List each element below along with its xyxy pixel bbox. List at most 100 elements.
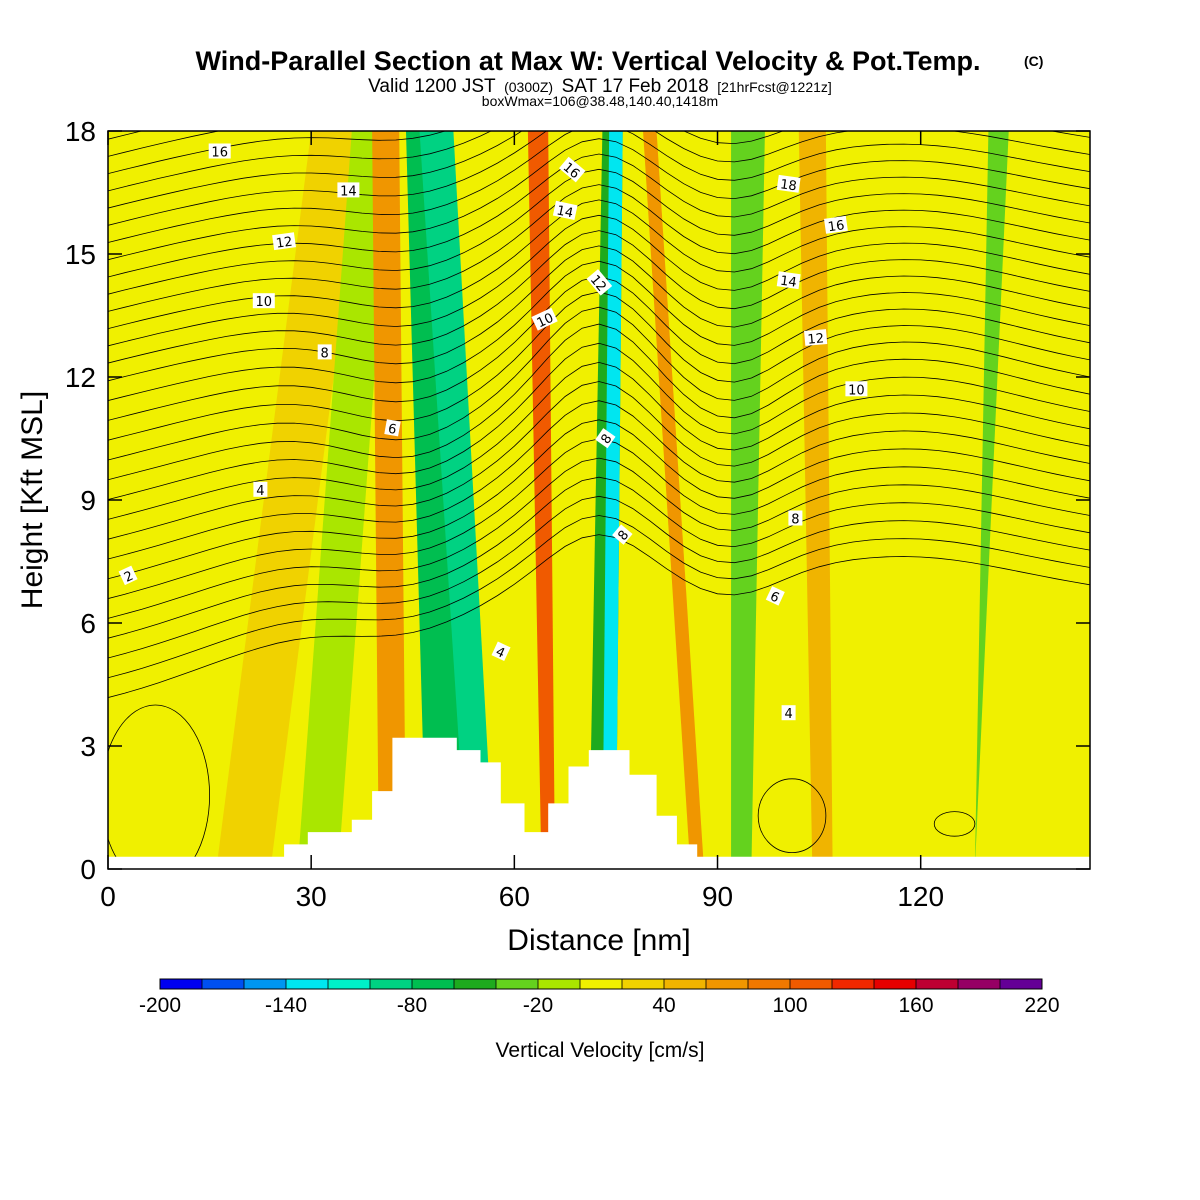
- x-tick-label: 90: [702, 881, 733, 912]
- colorbar-swatch: [370, 979, 413, 989]
- contour-label-6: 4: [253, 481, 268, 499]
- isentrope-9: [108, 361, 1090, 520]
- chart-subtitle: Valid 1200 JST (0300Z) SAT 17 Feb 2018 […: [368, 76, 832, 97]
- colorbar-swatch: [454, 979, 497, 989]
- isentrope-0: [108, 534, 1090, 698]
- isentrope-20: [108, 184, 1090, 312]
- isentrope-28: [108, 131, 447, 174]
- contour-label-15: 18: [776, 174, 801, 194]
- isentrope-21: [108, 168, 1090, 295]
- isentrope-3: [108, 476, 1090, 639]
- velocity-band-0: [108, 131, 271, 869]
- plot-area: [108, 0, 1090, 869]
- colorbar-label: Vertical Velocity [cm/s]: [496, 1039, 705, 1062]
- terrain: [108, 737, 1090, 869]
- isentrope-26: [108, 131, 1090, 209]
- x-axis-label: Distance [nm]: [507, 924, 690, 957]
- subtitle-date: SAT 17 Feb 2018: [562, 76, 709, 97]
- colorbar-swatch: [412, 979, 455, 989]
- svg-text:8: 8: [791, 513, 799, 528]
- colorbar-swatch: [622, 979, 665, 989]
- contour-label-5: 6: [384, 419, 401, 438]
- isentrope-36: [108, 0, 1090, 36]
- y-tick-label: 18: [65, 116, 96, 147]
- colorbar-swatch: [580, 979, 623, 989]
- svg-text:14: 14: [555, 203, 574, 221]
- y-tick-label: 9: [80, 485, 96, 516]
- colorbar-swatch: [328, 979, 371, 989]
- isentrope-2: [108, 495, 1090, 659]
- colorbar-tick-label: -80: [397, 994, 427, 1017]
- colorbar-tick-label: -140: [265, 994, 307, 1017]
- isentrope-27: [108, 131, 492, 192]
- colorbar-swatch: [748, 979, 791, 989]
- colorbar-tick-label: -20: [523, 994, 553, 1017]
- colorbar-swatch: [244, 979, 287, 989]
- isentrope-12: [108, 306, 1090, 461]
- colorbar-swatch: [286, 979, 329, 989]
- subtitle-valid: Valid 1200 JST: [368, 76, 496, 97]
- colorbar-swatch: [664, 979, 707, 989]
- colorbar: -200 -140 -80 -20 40 100 160 220: [139, 978, 1060, 1017]
- isentrope-37: [108, 0, 1090, 19]
- isentrope-25: [108, 131, 1090, 226]
- subtitle-forecast: [21hrFcst@1221z]: [717, 79, 832, 95]
- svg-text:6: 6: [387, 422, 398, 438]
- isentrope-7: [108, 400, 1090, 560]
- colorbar-tick-label: 220: [1024, 994, 1059, 1017]
- velocity-band-10: [731, 131, 765, 869]
- isentrope-16: [108, 245, 1090, 382]
- subtitle-zulu: (0300Z): [504, 79, 553, 95]
- isentrope-15: [108, 260, 1090, 401]
- colorbar-swatch: [958, 979, 1001, 989]
- contour-label-12: 8: [595, 428, 616, 449]
- svg-text:10: 10: [256, 295, 273, 310]
- contour-label-16: 16: [823, 215, 848, 235]
- x-tick-label: 60: [499, 881, 530, 912]
- velocity-band-1: [216, 131, 366, 869]
- x-tick-label: 0: [100, 881, 116, 912]
- isentrope-8: [108, 381, 1090, 540]
- isentrope-1: [108, 515, 1090, 679]
- y-tick-label: 3: [80, 731, 96, 762]
- velocity-band-8: [602, 131, 623, 869]
- closed-contour-0: [108, 704, 210, 869]
- isentrope-4: [108, 457, 1090, 619]
- svg-text:18: 18: [779, 177, 797, 194]
- isentrope-17: [108, 230, 1090, 364]
- colorbar-swatch: [1000, 979, 1043, 989]
- contour-label-7: 2: [118, 565, 138, 586]
- isentrope-18: [108, 214, 1090, 347]
- chart-title: Wind-Parallel Section at Max W: Vertical…: [196, 46, 981, 76]
- colorbar-swatch: [538, 979, 581, 989]
- contour-label-3: 10: [252, 293, 275, 310]
- velocity-band-4: [405, 131, 467, 869]
- y-tick-label: 15: [65, 239, 96, 270]
- colorbar-swatch: [496, 979, 539, 989]
- isentrope-23: [108, 138, 1090, 261]
- svg-text:16: 16: [827, 218, 845, 235]
- velocity-band-3: [372, 131, 406, 869]
- colorbar-tick-label: 100: [772, 994, 807, 1017]
- velocity-band-11: [798, 131, 833, 869]
- contour-label-22: 4: [781, 705, 796, 722]
- svg-text:14: 14: [340, 184, 357, 199]
- isentrope-11: [108, 323, 1090, 481]
- svg-text:12: 12: [275, 235, 293, 252]
- contour-label-14: 4: [491, 641, 511, 662]
- colorbar-swatch: [160, 979, 203, 989]
- isentrope-38: [108, 0, 1090, 1]
- colorbar-swatch: [832, 979, 875, 989]
- y-tick-label: 12: [65, 362, 96, 393]
- isentrope-22: [108, 153, 1090, 278]
- x-axis: 0 30 60 90 120: [100, 131, 944, 912]
- svg-text:10: 10: [848, 383, 865, 398]
- y-axis-label: Height [Kft MSL]: [16, 391, 49, 609]
- velocity-field: [108, 131, 1009, 869]
- isentrope-6: [108, 419, 1090, 580]
- colorbar-tick-label: 160: [898, 994, 933, 1017]
- isentrope-10: [108, 342, 1090, 500]
- contour-label-0: 16: [208, 143, 231, 161]
